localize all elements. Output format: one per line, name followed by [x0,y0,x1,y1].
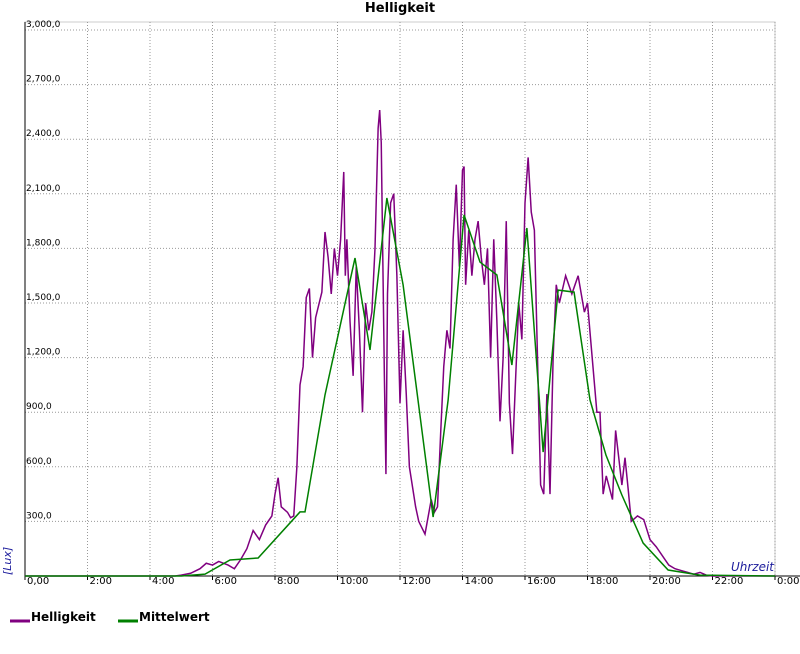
y-tick-label: 2,700,0 [26,75,61,85]
series-line [25,197,776,577]
y-tick-label: 3,000,0 [26,20,61,30]
y-tick-label: 300,0 [26,511,52,521]
x-tick-label: 12:00 [402,576,431,587]
x-tick-label: 8:00 [277,576,299,587]
y-tick-label: 2,400,0 [26,129,61,139]
x-tick-label: 18:00 [590,576,619,587]
y-tick-label: 600,0 [26,457,52,467]
y-tick-label: 900,0 [26,402,52,412]
y-tick-label: 1,200,0 [26,348,61,358]
y-tick-label: 1,800,0 [26,238,61,248]
x-axis-title: Uhrzeit [731,560,775,574]
x-tick-label: 4:00 [152,576,174,587]
x-tick-label: 0,00 [27,576,49,587]
y-tick-label: 2,100,0 [26,184,61,194]
x-tick-label: 2:00 [90,576,112,587]
legend-label: Helligkeit [31,610,96,624]
x-tick-label: 20:00 [652,576,681,587]
x-tick-label: 0:00 [777,576,799,587]
chart-title: Helligkeit [365,1,435,16]
legend-label: Mittelwert [139,610,210,624]
x-tick-label: 10:00 [340,576,369,587]
x-tick-label: 22:00 [715,576,744,587]
x-tick-label: 6:00 [215,576,237,587]
x-tick-label: 14:00 [465,576,494,587]
y-axis-title: [Lux] [1,547,14,575]
x-tick-label: 16:00 [527,576,556,587]
y-tick-label: 1,500,0 [26,293,61,303]
